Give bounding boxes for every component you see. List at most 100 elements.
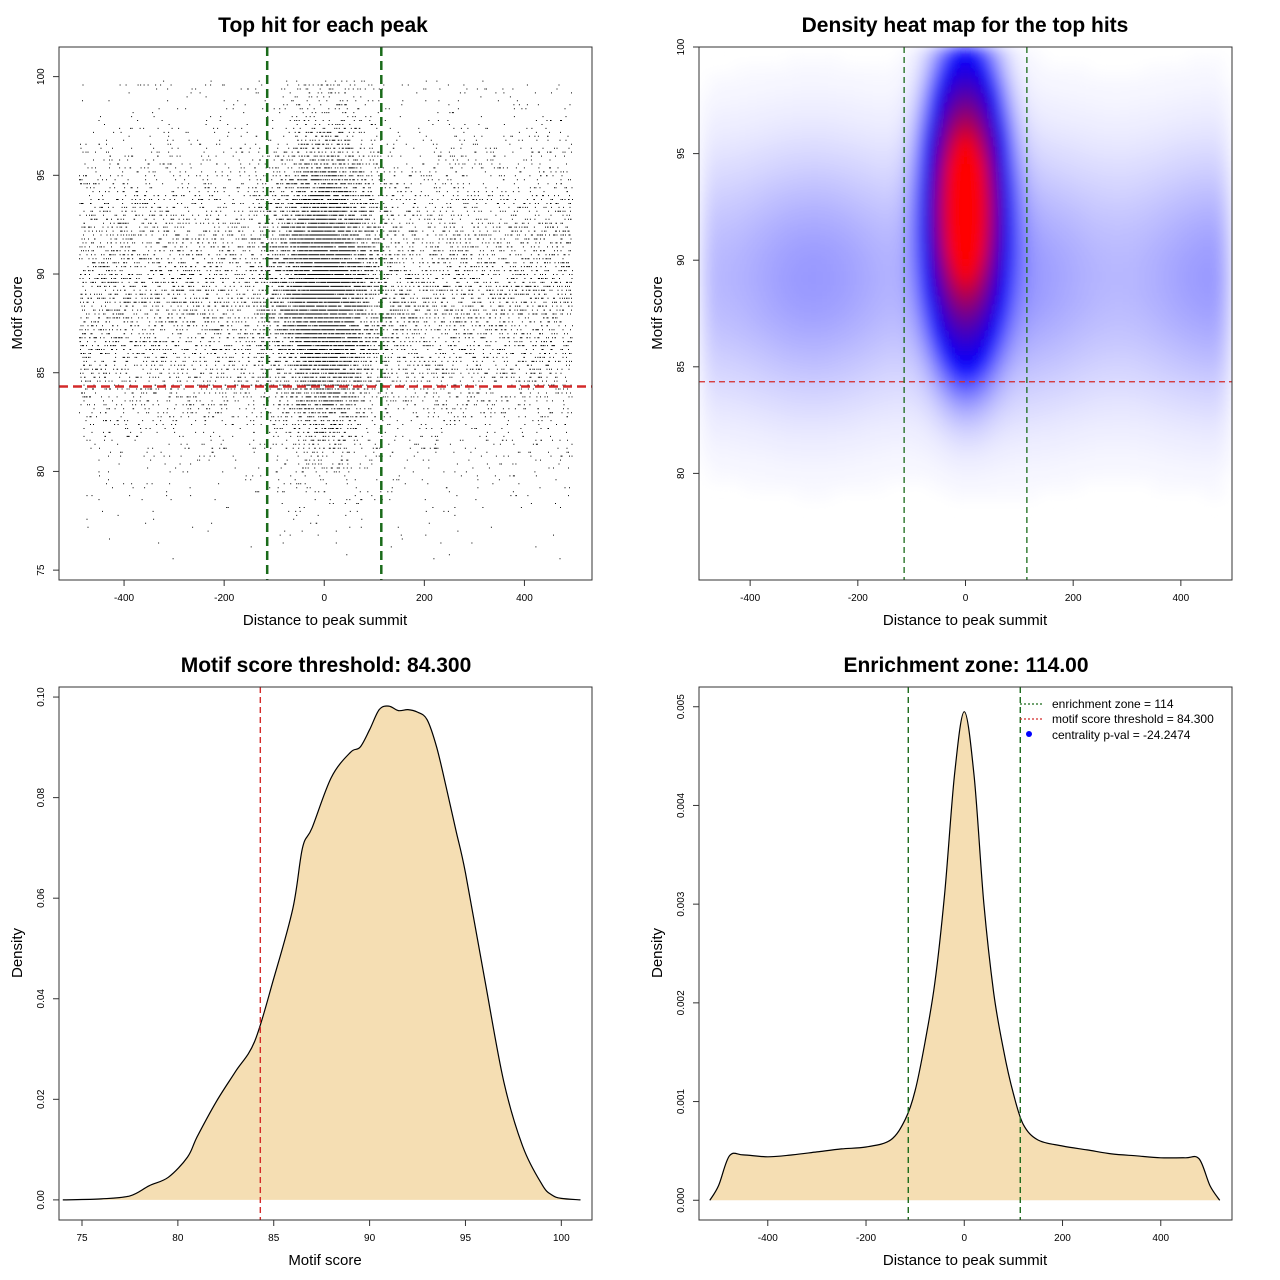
heat-cell xyxy=(1027,455,1038,466)
heat-cell xyxy=(752,349,762,359)
heat-cell xyxy=(858,349,869,359)
heat-cell xyxy=(725,215,736,226)
heat-cell xyxy=(1152,162,1162,172)
heat-cell xyxy=(841,322,851,332)
heat-cell xyxy=(725,286,736,297)
heat-cell xyxy=(770,269,780,279)
heat-cell xyxy=(725,446,736,457)
heat-cell xyxy=(867,153,878,164)
heat-cell xyxy=(743,295,753,306)
heat-cell xyxy=(752,109,762,119)
heat-cell xyxy=(903,366,913,377)
plot-area xyxy=(699,47,1232,580)
heat-cell xyxy=(1214,109,1224,119)
heat-cell xyxy=(965,224,975,235)
heat-cell xyxy=(1089,198,1100,208)
heat-cell xyxy=(841,411,851,421)
heat-cell xyxy=(1152,411,1162,421)
heat-cell xyxy=(965,349,975,359)
heat-cell xyxy=(1178,242,1189,252)
heat-cell xyxy=(752,100,762,110)
heat-cell xyxy=(832,331,842,341)
heat-cell xyxy=(796,491,807,501)
heat-cell xyxy=(814,180,824,190)
heat-cell xyxy=(903,162,913,172)
heat-cell xyxy=(1187,91,1198,101)
heat-cell xyxy=(1001,411,1011,421)
heat-cell xyxy=(1027,384,1038,395)
heat-cell xyxy=(805,162,816,172)
heat-cell xyxy=(761,429,771,439)
heat-cell xyxy=(1001,100,1011,110)
heat-cell xyxy=(814,153,824,164)
heat-cell xyxy=(876,233,887,244)
heat-cell xyxy=(1107,349,1118,359)
heat-cell xyxy=(1178,233,1189,244)
heat-cell xyxy=(850,260,860,270)
heat-cell xyxy=(850,411,860,421)
heat-cell xyxy=(832,100,842,110)
heat-cell xyxy=(1009,171,1020,181)
heat-cell xyxy=(876,357,887,368)
heat-cell xyxy=(1152,455,1162,466)
heat-cell xyxy=(725,206,736,217)
heat-cell xyxy=(823,118,833,128)
heat-cell xyxy=(1214,180,1224,190)
heat-cell xyxy=(1160,420,1171,430)
heat-cell xyxy=(983,233,993,244)
heat-cell xyxy=(1054,331,1064,341)
heat-cell xyxy=(1214,349,1224,359)
heat-cell xyxy=(725,313,736,323)
heat-cell xyxy=(1072,269,1082,279)
heat-cell xyxy=(903,118,913,128)
heat-cell xyxy=(761,366,771,377)
heat-cell xyxy=(787,286,798,297)
heat-cell xyxy=(867,402,878,412)
heat-cell xyxy=(1009,198,1020,208)
heat-cell xyxy=(1009,260,1020,270)
x-tick-label: 80 xyxy=(172,1233,184,1244)
heat-cell xyxy=(743,82,753,92)
heat-cell xyxy=(858,375,869,386)
heat-cell xyxy=(699,278,709,288)
heat-cell xyxy=(1223,313,1232,323)
heat-cell xyxy=(894,455,904,466)
heat-cell xyxy=(1143,437,1153,448)
heat-cell xyxy=(1036,215,1047,226)
heat-cell xyxy=(1054,118,1064,128)
heat-cell xyxy=(699,260,709,270)
heat-cell xyxy=(974,251,984,261)
heat-cell xyxy=(814,420,824,430)
heat-cell xyxy=(823,215,833,226)
heat-cell xyxy=(885,420,895,430)
heat-cell xyxy=(903,429,913,439)
heat-cell xyxy=(1027,109,1038,119)
heat-cell xyxy=(1214,331,1224,341)
heat-cell xyxy=(823,357,833,368)
heat-cell xyxy=(1205,180,1215,190)
heat-cell xyxy=(1107,393,1118,403)
heat-cell xyxy=(1009,340,1020,350)
heat-cell xyxy=(823,455,833,466)
heat-cell xyxy=(992,411,1002,421)
heat-cell xyxy=(930,402,940,412)
heat-cell xyxy=(734,251,744,261)
heat-cell xyxy=(1143,180,1153,190)
heat-cell xyxy=(1160,100,1171,110)
heat-cell xyxy=(725,473,736,483)
heat-cell xyxy=(699,144,709,155)
heat-cell xyxy=(992,455,1002,466)
heat-cell xyxy=(1045,304,1055,315)
heat-cell xyxy=(796,437,807,448)
heat-cell xyxy=(965,64,975,75)
heat-cell xyxy=(1125,171,1135,181)
heat-cell xyxy=(707,126,718,137)
heat-cell xyxy=(734,171,744,181)
heat-cell xyxy=(1214,91,1224,101)
heat-cell xyxy=(1018,357,1029,368)
heat-cell xyxy=(1081,251,1091,261)
heat-cell xyxy=(841,215,851,226)
heat-cell xyxy=(743,144,753,155)
heat-cell xyxy=(1054,384,1064,395)
heat-cell xyxy=(965,278,975,288)
